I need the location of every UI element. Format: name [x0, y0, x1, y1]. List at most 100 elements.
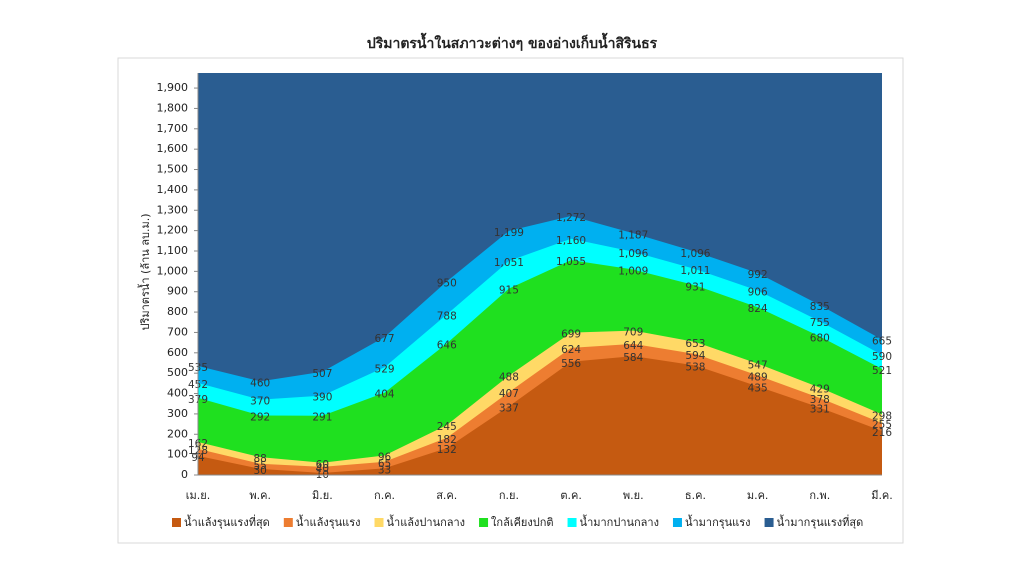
- value-label: 407: [499, 388, 519, 400]
- value-label: 390: [312, 392, 332, 404]
- area: [198, 356, 882, 475]
- value-label: 653: [685, 338, 705, 350]
- value-label: 435: [748, 382, 768, 394]
- y-tick-label: 1,900: [157, 81, 189, 94]
- legend-label: น้ำแล้งรุนแรงที่สุด: [184, 514, 270, 529]
- x-tick-label: มี.ค.: [871, 489, 893, 502]
- value-label: 915: [499, 285, 519, 297]
- legend-swatch: [479, 518, 489, 527]
- value-label: 624: [561, 344, 581, 356]
- value-label: 1,272: [556, 212, 586, 224]
- y-tick-label: 1,200: [157, 224, 189, 237]
- y-tick-label: 1,800: [157, 101, 189, 114]
- value-label: 88: [253, 453, 266, 465]
- y-tick-label: 700: [167, 325, 188, 338]
- chart-title: ปริมาตรน้ำในสภาวะต่างๆ ของอ่างเก็บน้ำสิร…: [367, 32, 658, 52]
- x-tick-label: พ.ค.: [249, 489, 271, 502]
- value-label: 337: [499, 402, 519, 414]
- value-label: 590: [872, 351, 892, 363]
- value-label: 60: [316, 459, 329, 471]
- legend-label: น้ำแล้งปานกลาง: [387, 514, 466, 529]
- y-axis-label: ปริมาตรน้ำ (ล้าน ลบ.ม.): [137, 213, 152, 330]
- y-tick-label: 1,400: [157, 183, 189, 196]
- value-label: 404: [375, 389, 395, 401]
- x-tick-label: ต.ค.: [560, 489, 582, 502]
- value-label: 680: [810, 333, 830, 345]
- x-tick-label: ก.ค.: [374, 489, 395, 502]
- value-label: 331: [810, 404, 830, 416]
- value-label: 1,199: [494, 227, 524, 239]
- value-label: 665: [872, 336, 892, 348]
- value-label: 55: [253, 460, 266, 472]
- y-tick-label: 300: [167, 407, 188, 420]
- value-label: 644: [623, 340, 643, 352]
- y-tick-label: 900: [167, 285, 188, 298]
- legend-swatch: [283, 518, 293, 527]
- value-label: 245: [437, 421, 457, 433]
- y-tick-label: 1,700: [157, 122, 189, 135]
- legend-label: น้ำมากรุนแรงที่สุด: [777, 514, 864, 529]
- value-label: 538: [685, 361, 705, 373]
- value-label: 1,009: [618, 266, 648, 278]
- value-label: 1,096: [680, 248, 710, 260]
- value-label: 755: [810, 317, 830, 329]
- value-label: 65: [378, 458, 391, 470]
- value-label: 677: [375, 333, 395, 345]
- value-label: 489: [748, 371, 768, 383]
- value-label: 646: [437, 339, 457, 351]
- value-label: 1,055: [556, 256, 586, 268]
- legend-swatch: [374, 518, 384, 527]
- value-label: 824: [748, 303, 768, 315]
- value-label: 1,187: [618, 229, 648, 241]
- value-label: 1,051: [494, 257, 524, 269]
- y-tick-label: 1,300: [157, 203, 189, 216]
- y-tick-label: 200: [167, 427, 188, 440]
- value-label: 1,011: [680, 265, 710, 277]
- y-tick-label: 1,000: [157, 264, 189, 277]
- value-label: 30: [253, 465, 266, 477]
- value-label: 835: [810, 301, 830, 313]
- legend-label: น้ำมากปานกลาง: [580, 514, 659, 529]
- value-label: 709: [623, 327, 643, 339]
- value-label: 1,160: [556, 235, 586, 247]
- value-label: 40: [316, 463, 329, 475]
- x-tick-label: ธ.ค.: [685, 489, 706, 502]
- value-label: 529: [375, 363, 395, 375]
- y-tick-label: 800: [167, 305, 188, 318]
- value-label: 370: [250, 396, 270, 408]
- value-label: 547: [748, 360, 768, 372]
- y-tick-label: 1,500: [157, 163, 189, 176]
- legend-label: น้ำมากรุนแรง: [685, 514, 751, 529]
- value-label: 291: [312, 412, 332, 424]
- legend-label: น้ำแล้งรุนแรง: [296, 514, 361, 529]
- value-label: 292: [250, 412, 270, 424]
- legend-swatch: [672, 518, 682, 527]
- x-tick-label: ก.ย.: [499, 489, 519, 502]
- value-label: 255: [872, 419, 892, 431]
- value-label: 584: [623, 352, 643, 364]
- value-label: 96: [378, 451, 392, 463]
- value-label: 507: [312, 368, 332, 380]
- value-label: 460: [250, 377, 270, 389]
- value-label: 699: [561, 329, 581, 341]
- x-tick-label: เม.ย.: [186, 489, 210, 502]
- y-tick-label: 1,100: [157, 244, 189, 257]
- value-label: 1,096: [618, 248, 648, 260]
- x-tick-label: ส.ค.: [436, 489, 457, 502]
- value-label: 429: [810, 384, 830, 396]
- x-tick-label: ก.พ.: [809, 489, 830, 502]
- value-label: 906: [748, 286, 768, 298]
- value-label: 298: [872, 410, 892, 422]
- value-label: 992: [748, 269, 768, 281]
- value-label: 556: [561, 358, 581, 370]
- value-label: 132: [437, 444, 457, 456]
- y-tick-label: 0: [181, 468, 188, 481]
- x-tick-label: พ.ย.: [623, 489, 644, 502]
- legend-label: ใกล้เคียงปกติ: [491, 516, 554, 529]
- value-label: 594: [685, 350, 705, 362]
- y-tick-label: 500: [167, 366, 188, 379]
- value-label: 931: [685, 281, 705, 293]
- legend-swatch: [172, 518, 181, 527]
- value-label: 521: [872, 365, 892, 377]
